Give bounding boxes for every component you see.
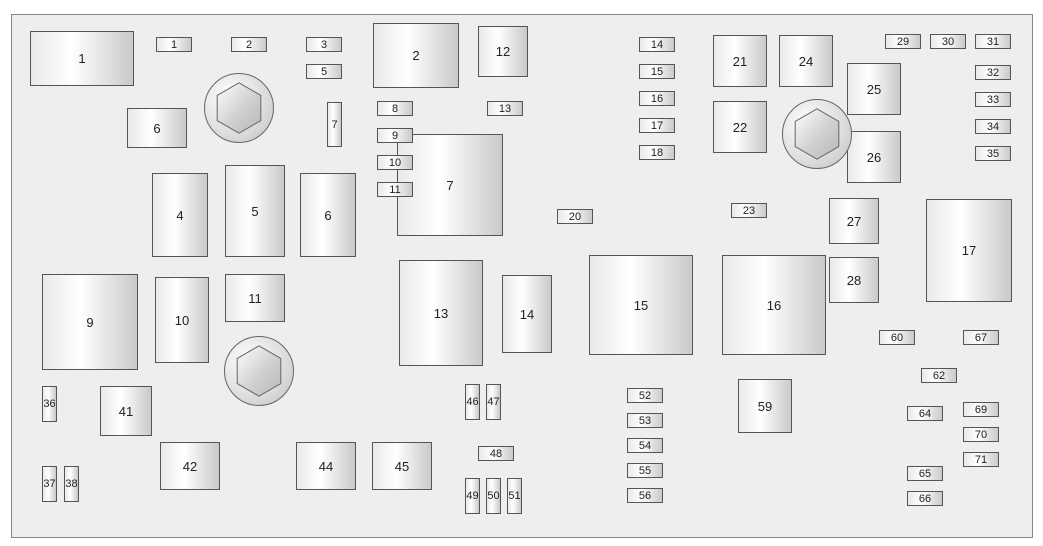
mini-fuse-17: 17 — [639, 118, 675, 133]
mini-fuse-38: 38 — [64, 466, 79, 502]
mini-fuse-7: 7 — [327, 102, 342, 147]
mini-fuse-1: 1 — [156, 37, 192, 52]
mini-fuse-54: 54 — [627, 438, 663, 453]
mini-fuse-13: 13 — [487, 101, 523, 116]
mini-fuse-33: 33 — [975, 92, 1011, 107]
mini-fuse-14: 14 — [639, 37, 675, 52]
mini-fuse-48: 48 — [478, 446, 514, 461]
fuse-box-6: 6 — [127, 108, 187, 148]
fuse-box-28: 28 — [829, 257, 879, 303]
fuse-box-41: 41 — [100, 386, 152, 436]
mini-fuse-30: 30 — [930, 34, 966, 49]
fuse-box-2: 2 — [373, 23, 459, 88]
mini-fuse-50: 50 — [486, 478, 501, 514]
mini-fuse-53: 53 — [627, 413, 663, 428]
mini-fuse-49: 49 — [465, 478, 480, 514]
fuse-box-25: 25 — [847, 63, 901, 115]
mini-fuse-10: 10 — [377, 155, 413, 170]
mini-fuse-70: 70 — [963, 427, 999, 442]
mini-fuse-16: 16 — [639, 91, 675, 106]
fuse-box-13: 13 — [399, 260, 483, 366]
fuse-box-11: 11 — [225, 274, 285, 322]
fuse-box-14: 14 — [502, 275, 552, 353]
mini-fuse-2: 2 — [231, 37, 267, 52]
mini-fuse-5: 5 — [306, 64, 342, 79]
fuse-box-16: 16 — [722, 255, 826, 355]
fuse-box-6: 6 — [300, 173, 356, 257]
mini-fuse-8: 8 — [377, 101, 413, 116]
fuse-box-21: 21 — [713, 35, 767, 87]
mini-fuse-69: 69 — [963, 402, 999, 417]
mini-fuse-62: 62 — [921, 368, 957, 383]
mini-fuse-60: 60 — [879, 330, 915, 345]
mini-fuse-18: 18 — [639, 145, 675, 160]
mini-fuse-32: 32 — [975, 65, 1011, 80]
hex-bolt — [204, 73, 274, 143]
mini-fuse-65: 65 — [907, 466, 943, 481]
mini-fuse-3: 3 — [306, 37, 342, 52]
fuse-box-59: 59 — [738, 379, 792, 433]
mini-fuse-67: 67 — [963, 330, 999, 345]
mini-fuse-71: 71 — [963, 452, 999, 467]
fuse-box-42: 42 — [160, 442, 220, 490]
mini-fuse-34: 34 — [975, 119, 1011, 134]
mini-fuse-29: 29 — [885, 34, 921, 49]
mini-fuse-55: 55 — [627, 463, 663, 478]
mini-fuse-52: 52 — [627, 388, 663, 403]
fuse-box-17: 17 — [926, 199, 1012, 302]
mini-fuse-31: 31 — [975, 34, 1011, 49]
fuse-box-27: 27 — [829, 198, 879, 244]
mini-fuse-20: 20 — [557, 209, 593, 224]
mini-fuse-36: 36 — [42, 386, 57, 422]
fuse-box-44: 44 — [296, 442, 356, 490]
mini-fuse-47: 47 — [486, 384, 501, 420]
mini-fuse-51: 51 — [507, 478, 522, 514]
mini-fuse-64: 64 — [907, 406, 943, 421]
mini-fuse-11: 11 — [377, 182, 413, 197]
hex-bolt — [782, 99, 852, 169]
hex-bolt — [224, 336, 294, 406]
mini-fuse-46: 46 — [465, 384, 480, 420]
mini-fuse-37: 37 — [42, 466, 57, 502]
fuse-box-10: 10 — [155, 277, 209, 363]
fuse-box-4: 4 — [152, 173, 208, 257]
fuse-box-5: 5 — [225, 165, 285, 257]
fuse-box-26: 26 — [847, 131, 901, 183]
fuse-box-45: 45 — [372, 442, 432, 490]
mini-fuse-35: 35 — [975, 146, 1011, 161]
fuse-box-12: 12 — [478, 26, 528, 77]
mini-fuse-9: 9 — [377, 128, 413, 143]
mini-fuse-56: 56 — [627, 488, 663, 503]
fuse-box-24: 24 — [779, 35, 833, 87]
mini-fuse-23: 23 — [731, 203, 767, 218]
mini-fuse-15: 15 — [639, 64, 675, 79]
fuse-box-1: 1 — [30, 31, 134, 86]
fuse-box-9: 9 — [42, 274, 138, 370]
mini-fuse-66: 66 — [907, 491, 943, 506]
fuse-box-22: 22 — [713, 101, 767, 153]
fuse-box-15: 15 — [589, 255, 693, 355]
